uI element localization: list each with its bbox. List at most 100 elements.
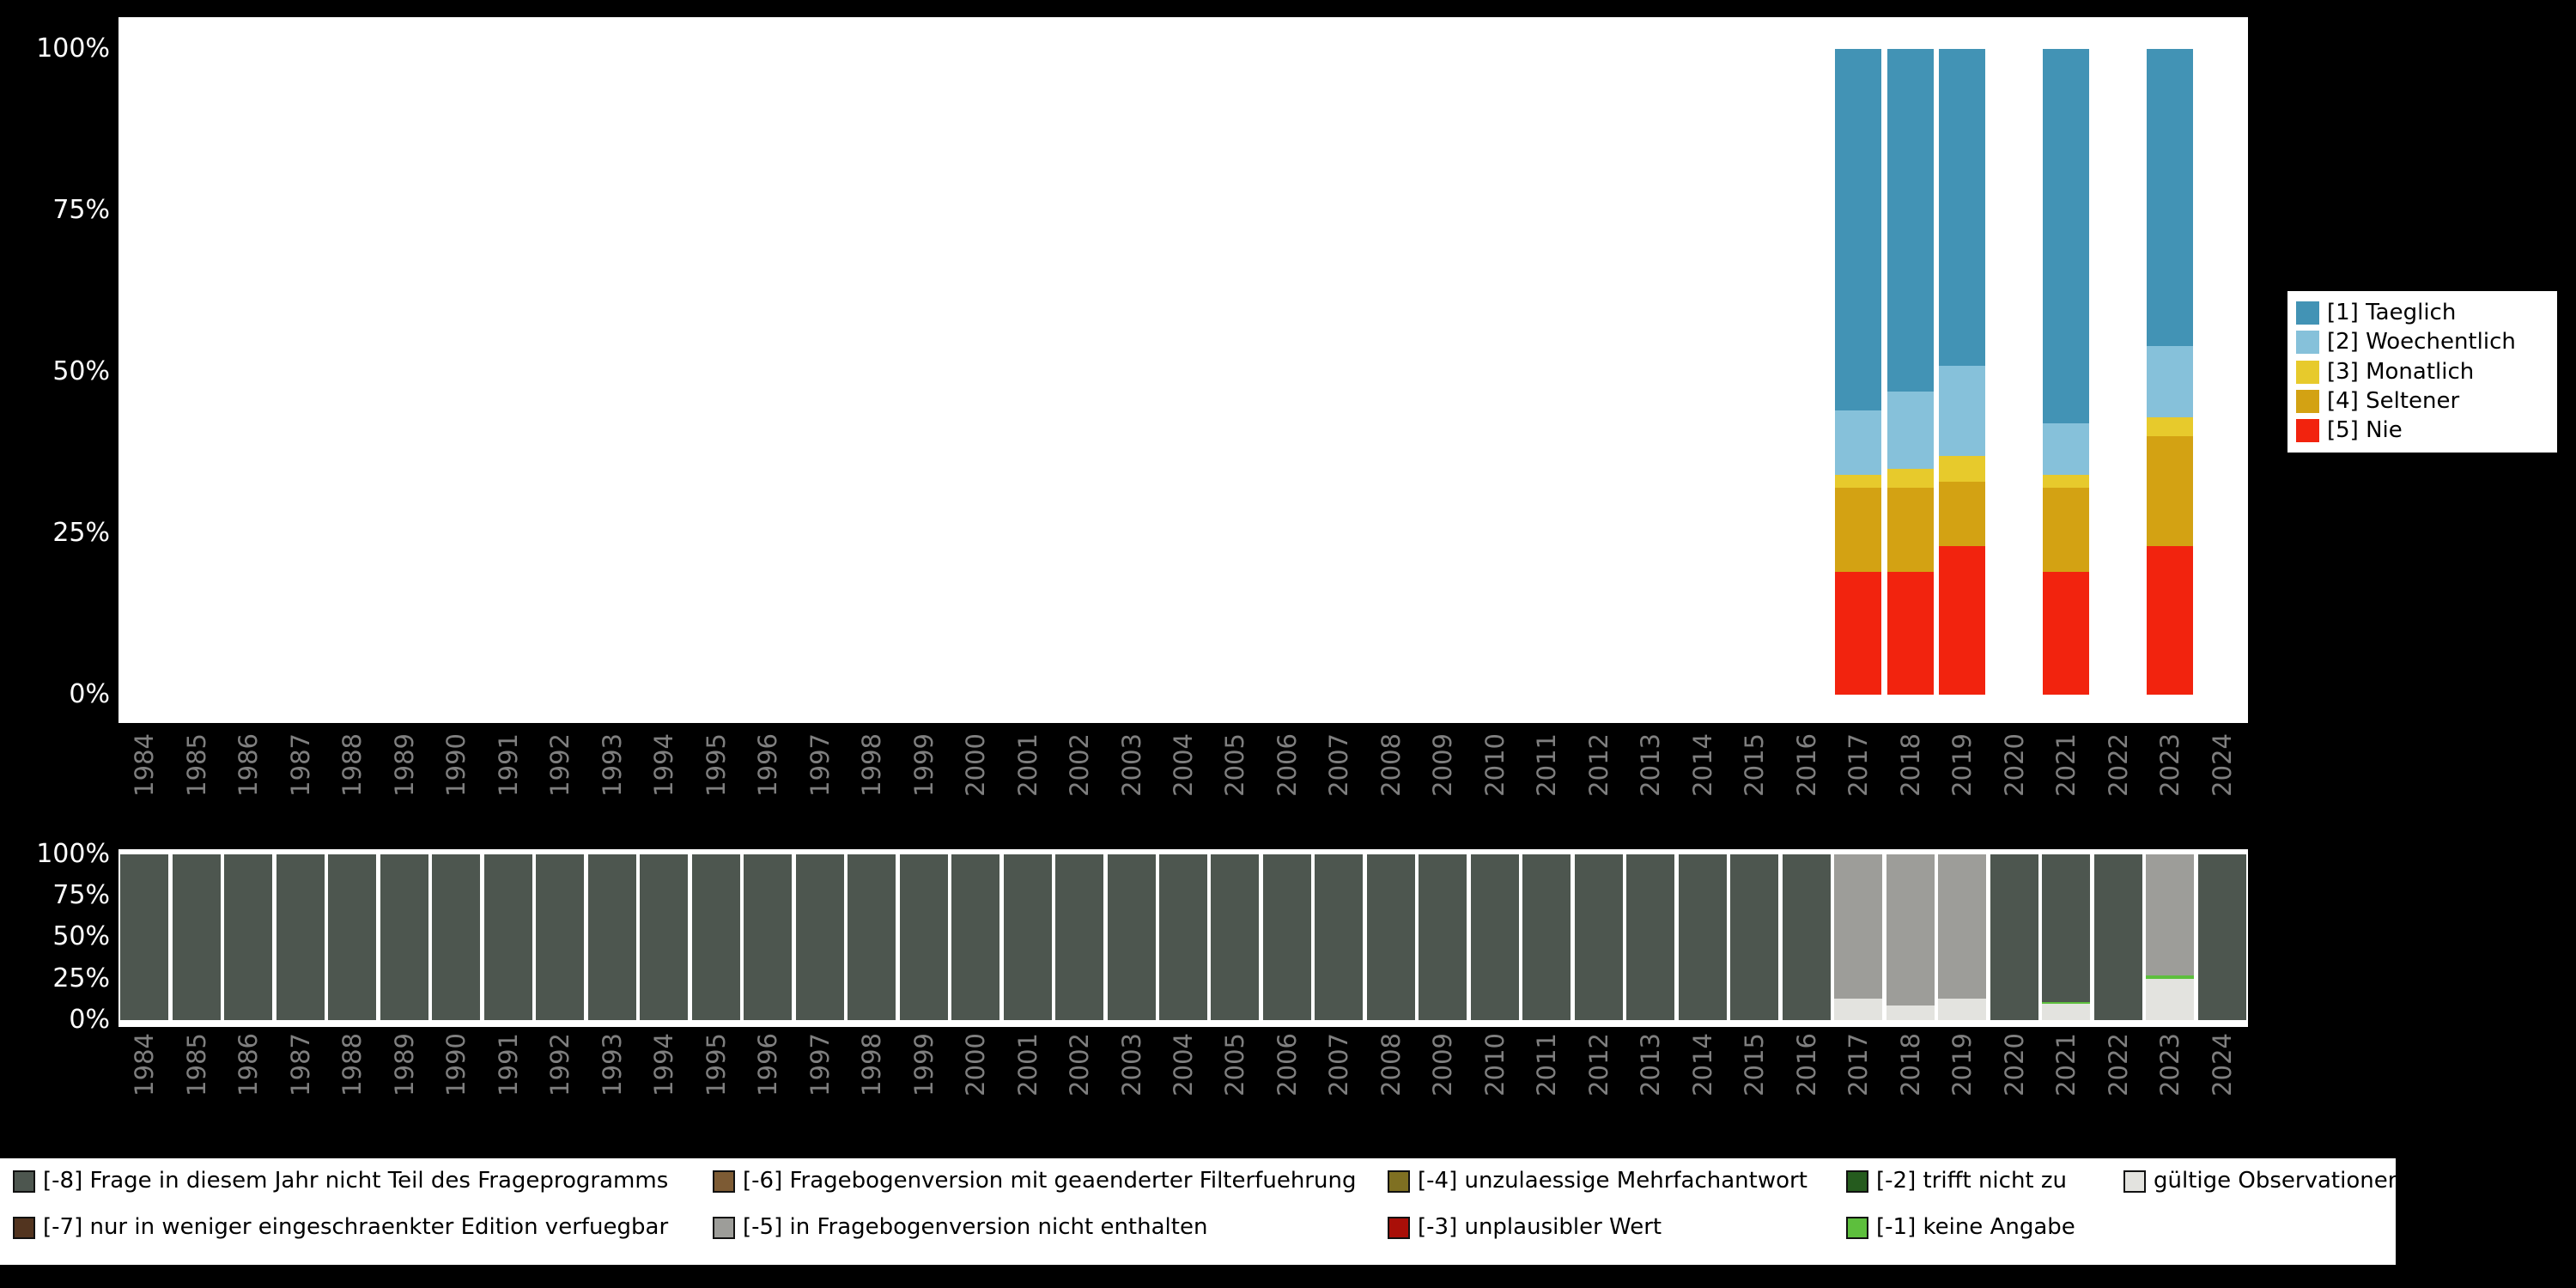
bar-segment: [172, 854, 221, 1020]
y-axis-tick-label: 0%: [69, 1005, 110, 1035]
bar-segment: [1835, 410, 1882, 476]
legend-item: [4] Seltener: [2296, 389, 2549, 413]
missing-bar-2009: [1419, 854, 1467, 1020]
legend-item: [2] Woechentlich: [2296, 331, 2549, 355]
bar-segment: [1990, 854, 2038, 1020]
x-axis-year-label: 2001: [1012, 733, 1042, 797]
missing-bar-2003: [1107, 854, 1156, 1020]
y-axis-tick-label: 100%: [36, 839, 110, 869]
missing-bar-2014: [1678, 854, 1727, 1020]
x-axis-year-label: 2015: [1740, 1033, 1770, 1097]
bar-segment: [951, 854, 1000, 1020]
x-axis-year-label: 1986: [234, 733, 264, 797]
bar-segment: [1107, 854, 1156, 1020]
missing-bar-2016: [1782, 854, 1831, 1020]
x-axis-year-label: 1987: [285, 733, 315, 797]
x-axis-year-label: 1992: [545, 733, 575, 797]
x-axis-year-label: 1988: [337, 733, 368, 797]
bar-segment: [1835, 488, 1882, 573]
x-axis-year-label: 2022: [2103, 1033, 2133, 1097]
missing-bar-2024: [2197, 854, 2246, 1020]
legend-item-label: [-3] unplausibler Wert: [1418, 1214, 1662, 1240]
bar-segment: [1366, 854, 1415, 1020]
bar-segment: [483, 854, 532, 1020]
missing-bar-2015: [1730, 854, 1779, 1020]
legend-item: [-8] Frage in diesem Jahr nicht Teil des…: [13, 1170, 668, 1193]
x-axis-year-label: 1992: [545, 1033, 575, 1097]
x-axis-year-label: 1990: [441, 733, 471, 797]
legend-item-label: [-5] in Fragebogenversion nicht enthalte…: [743, 1214, 1208, 1240]
y-axis-tick-label: 25%: [52, 963, 110, 993]
legend-color-swatch: [13, 1216, 35, 1239]
bar-segment: [899, 854, 948, 1020]
bar-segment: [1470, 854, 1519, 1020]
x-axis-year-label: 2023: [2155, 733, 2185, 797]
x-axis-year-label: 2001: [1012, 1033, 1042, 1097]
x-axis-year-label: 2004: [1169, 733, 1198, 797]
y-axis-tick-label: 100%: [36, 33, 110, 64]
x-axis-year-label: 1999: [908, 733, 939, 797]
bar-segment: [587, 854, 636, 1020]
legend-color-swatch: [713, 1170, 735, 1193]
bar-segment: [1626, 854, 1675, 1020]
bar-segment: [1262, 854, 1311, 1020]
x-axis-year-label: 2019: [1947, 733, 1978, 797]
bar-segment: [380, 854, 428, 1020]
x-axis-year-label: 2019: [1947, 1033, 1978, 1097]
bar-segment: [2146, 975, 2195, 979]
bar-segment: [1419, 854, 1467, 1020]
top-chart-panel: [118, 17, 2248, 723]
legend-item: [-3] unplausibler Wert: [1388, 1216, 1662, 1239]
bar-segment: [536, 854, 585, 1020]
x-axis-year-label: 2023: [2155, 1033, 2185, 1097]
x-axis-year-label: 1989: [389, 733, 419, 797]
missing-bar-1986: [224, 854, 273, 1020]
bar-segment: [691, 854, 740, 1020]
stacked-bar-2017: [1835, 49, 1882, 695]
x-axis-year-label: 2021: [2051, 733, 2081, 797]
legend-item-label: [-1] keine Angabe: [1876, 1214, 2075, 1240]
legend-item-label: [5] Nie: [2327, 417, 2403, 443]
legend-color-swatch: [2296, 419, 2319, 442]
bar-segment: [1730, 854, 1779, 1020]
x-axis-year-label: 2008: [1376, 733, 1406, 797]
missing-bar-1996: [744, 854, 793, 1020]
x-axis-year-label: 2024: [2207, 733, 2237, 797]
missing-bar-2012: [1574, 854, 1623, 1020]
bar-segment: [1886, 49, 1934, 392]
x-axis-year-label: 1985: [181, 1033, 211, 1097]
x-axis-year-label: 1991: [493, 1033, 523, 1097]
bar-segment: [640, 854, 689, 1020]
legend-color-swatch: [1846, 1216, 1868, 1239]
x-axis-year-label: 2004: [1169, 1033, 1198, 1097]
bar-segment: [1782, 854, 1831, 1020]
bar-segment: [2042, 1001, 2091, 1004]
missing-bar-2004: [1159, 854, 1207, 1020]
bar-segment: [1835, 572, 1882, 695]
x-axis-year-label: 2009: [1428, 733, 1458, 797]
bar-segment: [2146, 854, 2195, 975]
x-axis-year-label: 2015: [1740, 733, 1770, 797]
x-axis-year-label: 2016: [1791, 733, 1821, 797]
missing-bar-1989: [380, 854, 428, 1020]
missing-bar-1999: [899, 854, 948, 1020]
bar-segment: [1003, 854, 1052, 1020]
x-axis-year-label: 2017: [1844, 733, 1874, 797]
legend-item-label: [-4] unzulaessige Mehrfachantwort: [1418, 1168, 1807, 1194]
legend-item-label: [-8] Frage in diesem Jahr nicht Teil des…: [43, 1168, 669, 1194]
bar-segment: [1939, 455, 1986, 482]
bar-segment: [2043, 572, 2090, 695]
y-axis-tick-label: 75%: [52, 880, 110, 910]
missing-bar-2011: [1522, 854, 1571, 1020]
x-axis-year-label: 1984: [130, 1033, 160, 1097]
legend-item-label: [3] Monatlich: [2327, 358, 2475, 385]
missing-bar-2021: [2042, 854, 2091, 1020]
x-axis-year-label: 1995: [701, 1033, 731, 1097]
bar-segment: [1886, 854, 1935, 1005]
missing-bar-2000: [951, 854, 1000, 1020]
x-axis-year-label: 1994: [649, 733, 679, 797]
legend-color-swatch: [2296, 389, 2319, 413]
missing-bar-2019: [1938, 854, 1987, 1020]
missing-bar-2017: [1834, 854, 1883, 1020]
